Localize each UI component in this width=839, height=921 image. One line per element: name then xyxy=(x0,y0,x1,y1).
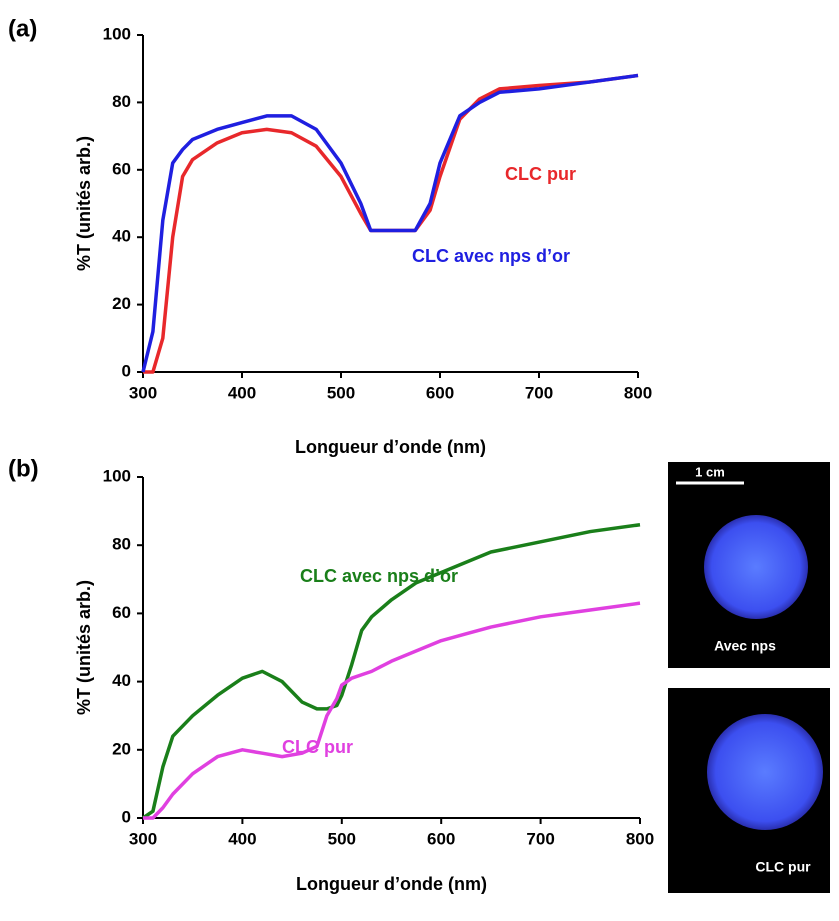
annotation: CLC pur xyxy=(282,737,353,757)
x-tick-label: 400 xyxy=(228,383,256,402)
y-axis-label: %T (unités arb.) xyxy=(74,136,94,271)
sample xyxy=(707,714,823,830)
y-tick-label: 0 xyxy=(122,807,131,826)
x-tick-label: 300 xyxy=(129,383,157,402)
sample xyxy=(704,515,808,619)
y-axis-label: %T (unités arb.) xyxy=(74,580,94,715)
y-tick-label: 40 xyxy=(112,671,131,690)
x-tick-label: 700 xyxy=(525,383,553,402)
x-tick-label: 600 xyxy=(427,829,455,848)
x-tick-label: 500 xyxy=(328,829,356,848)
y-tick-label: 0 xyxy=(122,361,131,380)
y-tick-label: 80 xyxy=(112,92,131,111)
y-tick-label: 60 xyxy=(112,159,131,178)
y-tick-label: 20 xyxy=(112,294,131,313)
x-tick-label: 700 xyxy=(526,829,554,848)
x-axis-label: Longueur d’onde (nm) xyxy=(295,437,486,457)
annotation: CLC avec nps d’or xyxy=(412,246,570,266)
photo-caption: Avec nps xyxy=(714,638,776,654)
series-line xyxy=(142,523,641,820)
photo-caption: CLC pur xyxy=(755,859,811,875)
x-axis-label: Longueur d’onde (nm) xyxy=(296,874,487,894)
panel-label: (b) xyxy=(8,455,39,482)
y-tick-label: 80 xyxy=(112,535,131,554)
x-tick-label: 800 xyxy=(624,383,652,402)
series-line xyxy=(141,73,639,373)
x-tick-label: 600 xyxy=(426,383,454,402)
x-tick-label: 500 xyxy=(327,383,355,402)
series-line xyxy=(143,73,639,374)
x-tick-label: 400 xyxy=(228,829,256,848)
panel-label: (a) xyxy=(8,15,37,42)
y-tick-label: 60 xyxy=(112,603,131,622)
y-tick-label: 100 xyxy=(103,24,131,43)
scale-label: 1 cm xyxy=(695,464,725,479)
y-tick-label: 20 xyxy=(112,739,131,758)
series-line xyxy=(143,601,641,820)
x-tick-label: 800 xyxy=(626,829,654,848)
y-tick-label: 40 xyxy=(112,227,131,246)
x-tick-label: 300 xyxy=(129,829,157,848)
y-tick-label: 100 xyxy=(103,466,131,485)
annotation: CLC pur xyxy=(505,164,576,184)
annotation: CLC avec nps d’or xyxy=(300,566,458,586)
